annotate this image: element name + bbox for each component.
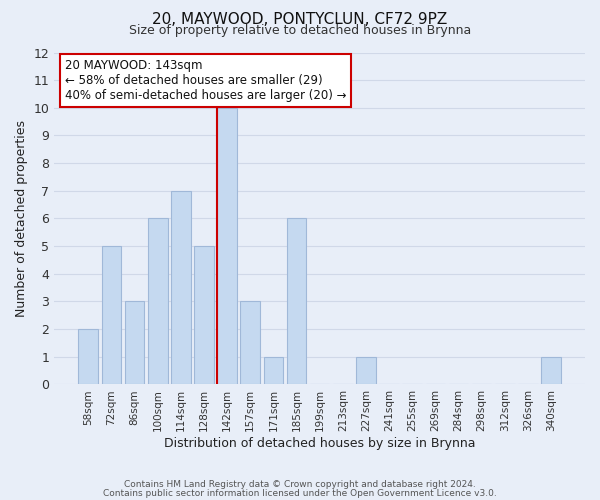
Y-axis label: Number of detached properties: Number of detached properties — [15, 120, 28, 317]
Text: Contains public sector information licensed under the Open Government Licence v3: Contains public sector information licen… — [103, 488, 497, 498]
Text: Contains HM Land Registry data © Crown copyright and database right 2024.: Contains HM Land Registry data © Crown c… — [124, 480, 476, 489]
Bar — [263, 357, 283, 384]
Bar — [101, 246, 121, 384]
Text: Size of property relative to detached houses in Brynna: Size of property relative to detached ho… — [129, 24, 471, 37]
X-axis label: Distribution of detached houses by size in Brynna: Distribution of detached houses by size … — [164, 437, 475, 450]
Bar — [241, 302, 260, 384]
Bar — [217, 108, 237, 384]
Bar — [194, 246, 214, 384]
Bar — [148, 218, 167, 384]
Bar — [541, 357, 561, 384]
Text: 20, MAYWOOD, PONTYCLUN, CF72 9PZ: 20, MAYWOOD, PONTYCLUN, CF72 9PZ — [152, 12, 448, 28]
Bar — [287, 218, 307, 384]
Bar — [356, 357, 376, 384]
Bar — [79, 329, 98, 384]
Bar — [125, 302, 145, 384]
Bar — [171, 191, 191, 384]
Text: 20 MAYWOOD: 143sqm
← 58% of detached houses are smaller (29)
40% of semi-detache: 20 MAYWOOD: 143sqm ← 58% of detached hou… — [65, 59, 346, 102]
